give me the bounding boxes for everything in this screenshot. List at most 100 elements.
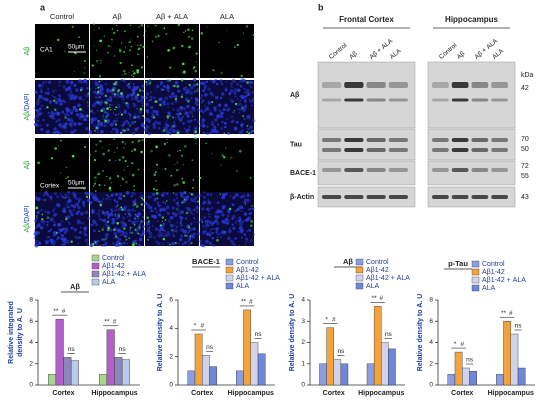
nucleus [201,118,206,123]
nucleus [181,243,184,246]
nucleus [78,116,82,120]
signal [142,45,145,48]
nucleus [66,215,71,219]
y-tick-label: 6 [429,318,433,325]
nucleus [140,98,142,101]
signal [70,240,73,243]
nucleus [55,120,58,123]
nucleus [186,240,190,243]
nucleus [73,228,77,232]
nucleus [79,112,82,115]
nucleus [66,113,69,115]
nucleus [160,232,164,236]
nucleus [148,236,151,239]
nucleus [129,229,132,232]
x-tick-label: Hippocampus [91,390,137,397]
nucleus [61,243,65,247]
nucleus [251,104,253,107]
nucleus [244,198,247,201]
signal [130,45,133,48]
nucleus [225,221,230,225]
nucleus [62,237,67,242]
band [344,195,364,199]
signal [172,124,175,128]
nucleus [188,110,193,115]
nucleus [237,230,240,233]
nucleus [133,112,136,115]
nucleus [221,204,226,209]
nucleus [192,208,196,212]
legend-label: Aβ1-42 [482,269,505,276]
signal [234,102,238,106]
signal [114,108,116,111]
nucleus [234,92,237,95]
nucleus [81,114,85,118]
nucleus [41,81,45,85]
signal [176,183,179,186]
chart-title: BACE-1 [192,257,220,266]
nucleus [41,85,44,88]
signal [176,131,180,135]
band [366,148,386,152]
signal [138,139,141,142]
nucleus [57,97,62,102]
signal [52,99,56,103]
nucleus [83,226,88,231]
signal [173,85,176,87]
nucleus [177,115,181,118]
nucleus [229,89,234,93]
nucleus [231,115,233,118]
nucleus [40,219,44,223]
nucleus [157,213,162,217]
signal [134,203,137,206]
nucleus [184,98,188,102]
scale-bar-label: 50μm [68,180,84,187]
nucleus [166,102,170,106]
nucleus [75,88,79,92]
nucleus [160,235,163,237]
nucleus [202,224,205,228]
nucleus [201,121,205,125]
nucleus [96,239,100,243]
nucleus [85,81,88,84]
nucleus [100,93,103,96]
signal [129,82,131,84]
signal [71,154,75,158]
signal [199,176,202,179]
nucleus [128,208,132,212]
column-header: ALA [220,12,234,21]
nucleus [98,209,101,212]
signal [109,179,111,181]
signal [125,46,127,48]
signal [169,243,171,246]
signal [197,200,200,203]
nucleus [220,235,223,238]
signal [118,215,120,217]
nucleus [174,212,178,217]
nucleus [215,230,219,234]
signal [174,163,176,165]
nucleus [165,120,168,122]
nucleus [168,95,172,99]
nucleus [200,94,204,97]
nucleus [145,92,150,96]
nucleus [115,119,118,122]
nucleus [90,117,95,122]
nucleus [152,109,156,114]
signal [79,89,83,92]
nucleus [131,97,135,101]
nucleus [195,210,199,214]
nucleus [58,230,62,234]
nucleus [168,131,172,136]
nucleus [187,231,190,234]
nucleus [111,217,116,222]
nucleus [238,102,242,106]
nucleus [70,213,74,217]
nucleus [34,219,38,223]
nucleus [202,111,205,114]
nucleus [174,124,177,127]
nucleus [115,130,119,134]
signal [246,125,249,127]
nucleus [105,98,109,102]
